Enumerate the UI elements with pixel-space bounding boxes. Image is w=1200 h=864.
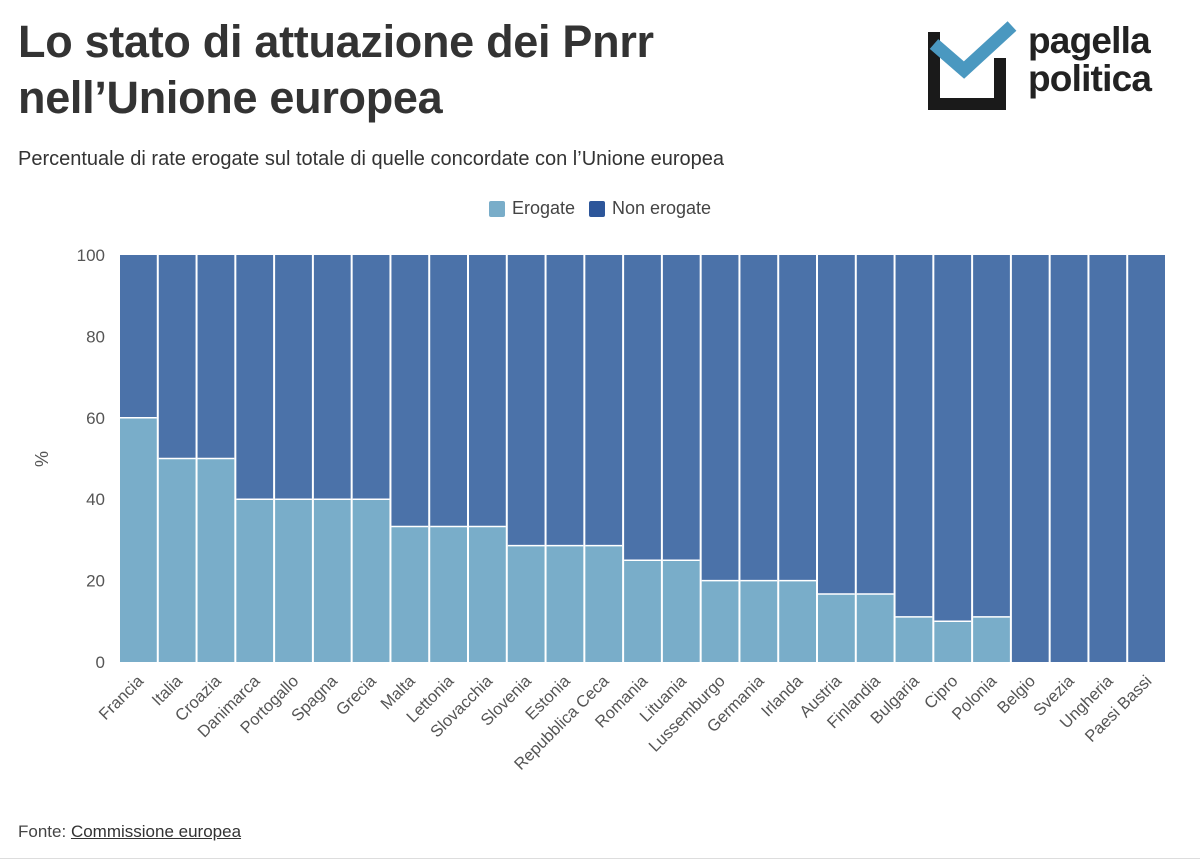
bar-non-erogate bbox=[1128, 255, 1165, 662]
y-tick-label: 0 bbox=[96, 653, 105, 672]
bar-non-erogate bbox=[818, 255, 855, 595]
bar-non-erogate bbox=[313, 255, 351, 500]
pagella-politica-logo[interactable]: pagella politica bbox=[928, 20, 1178, 110]
bar-non-erogate bbox=[236, 255, 274, 500]
bar-erogate bbox=[352, 499, 390, 662]
source-label: Fonte: bbox=[18, 822, 67, 841]
bar-non-erogate bbox=[120, 255, 157, 418]
bar-erogate bbox=[662, 560, 700, 662]
bar-erogate bbox=[469, 526, 506, 662]
bar-non-erogate bbox=[275, 255, 312, 500]
bar-non-erogate bbox=[934, 255, 972, 622]
bar-non-erogate bbox=[895, 255, 933, 617]
bar-erogate bbox=[120, 417, 157, 662]
bar-erogate bbox=[507, 545, 545, 662]
y-axis-label: % bbox=[32, 451, 52, 467]
bar-non-erogate bbox=[662, 255, 700, 561]
bar-non-erogate bbox=[779, 255, 816, 581]
bar-non-erogate bbox=[624, 255, 661, 561]
bar-non-erogate bbox=[197, 255, 235, 459]
y-tick-label: 40 bbox=[86, 490, 105, 509]
checkbox-check-icon bbox=[928, 21, 1017, 110]
bar-erogate bbox=[895, 616, 933, 662]
bar-non-erogate bbox=[1050, 255, 1088, 662]
bar-non-erogate bbox=[158, 255, 196, 459]
bar-erogate bbox=[585, 545, 623, 662]
legend-item-erogate[interactable]: Erogate bbox=[488, 198, 575, 219]
x-tick-label: Francia bbox=[96, 672, 148, 724]
legend-item-non-erogate[interactable]: Non erogate bbox=[588, 198, 712, 219]
bar-non-erogate bbox=[1011, 255, 1049, 662]
bar-non-erogate bbox=[740, 255, 778, 581]
bar-erogate bbox=[197, 458, 235, 662]
bar-erogate bbox=[934, 621, 972, 662]
bar-erogate bbox=[391, 526, 429, 662]
bar-non-erogate bbox=[391, 255, 429, 527]
bottom-divider bbox=[0, 858, 1200, 859]
x-tick-label: Polonia bbox=[949, 672, 1001, 724]
bar-non-erogate bbox=[507, 255, 545, 546]
bar-non-erogate bbox=[701, 255, 739, 581]
y-tick-label: 60 bbox=[86, 409, 105, 428]
chart-subtitle: Percentuale di rate erogate sul totale d… bbox=[18, 148, 725, 170]
bar-erogate bbox=[546, 545, 584, 662]
bar-erogate bbox=[779, 580, 816, 662]
bar-non-erogate bbox=[585, 255, 623, 546]
bar-erogate bbox=[236, 499, 274, 662]
bar-erogate bbox=[430, 526, 467, 662]
legend-label-erogate: Erogate bbox=[511, 198, 575, 218]
source-note: Fonte: Commissione europea bbox=[18, 822, 241, 842]
page-title: Lo stato di attuazione dei Pnrr nell’Uni… bbox=[18, 16, 654, 123]
chart-legend: Erogate Non erogate bbox=[0, 198, 1200, 219]
y-tick-label: 20 bbox=[86, 572, 105, 591]
legend-swatch-erogate bbox=[488, 200, 505, 217]
bar-non-erogate bbox=[1089, 255, 1127, 662]
legend-swatch-non-erogate bbox=[588, 200, 605, 217]
bar-erogate bbox=[624, 560, 661, 662]
bar-erogate bbox=[818, 594, 855, 662]
x-tick-label: Grecia bbox=[333, 672, 381, 720]
bar-non-erogate bbox=[352, 255, 390, 500]
bar-erogate bbox=[973, 616, 1010, 662]
bar-erogate bbox=[740, 580, 778, 662]
y-tick-label: 80 bbox=[86, 327, 105, 346]
bar-erogate bbox=[701, 580, 739, 662]
bar-non-erogate bbox=[856, 255, 894, 595]
logo-line-2: politica bbox=[1028, 58, 1152, 99]
bar-erogate bbox=[158, 458, 196, 662]
legend-label-non-erogate: Non erogate bbox=[611, 198, 712, 218]
bar-erogate bbox=[313, 499, 351, 662]
bar-erogate bbox=[856, 594, 894, 662]
bar-non-erogate bbox=[430, 255, 467, 527]
bar-erogate bbox=[275, 499, 312, 662]
bar-non-erogate bbox=[546, 255, 584, 546]
logo-line-1: pagella bbox=[1028, 20, 1151, 61]
bar-non-erogate bbox=[973, 255, 1010, 617]
bar-non-erogate bbox=[469, 255, 506, 527]
source-link[interactable]: Commissione europea bbox=[70, 822, 242, 841]
y-tick-label: 100 bbox=[77, 246, 105, 265]
